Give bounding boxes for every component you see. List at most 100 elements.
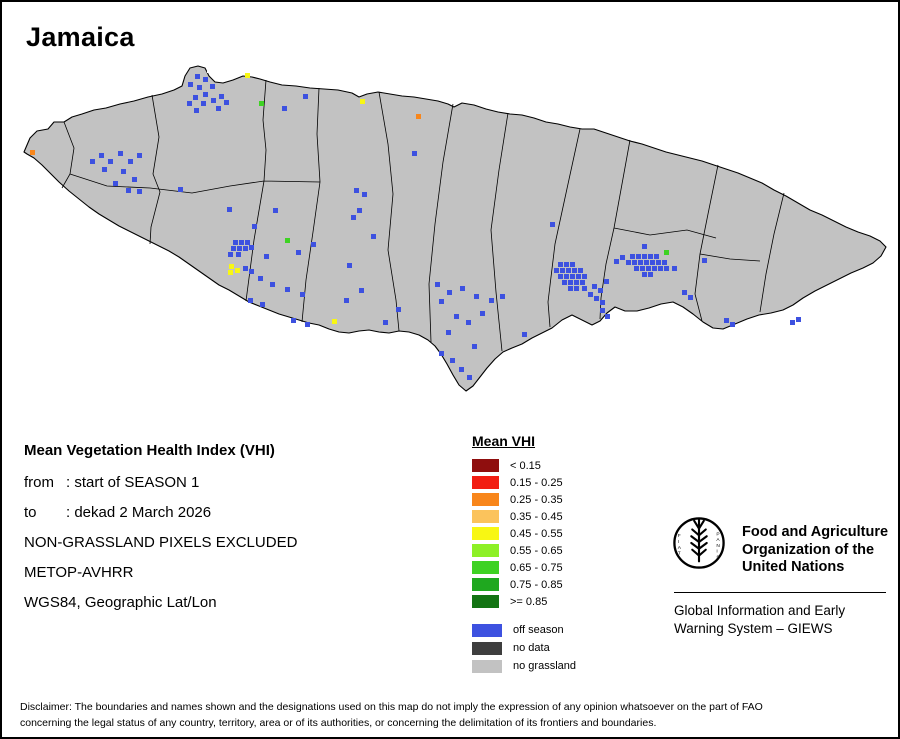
vhi-pixel bbox=[201, 101, 206, 106]
vhi-pixel bbox=[594, 296, 599, 301]
vhi-pixel bbox=[248, 298, 253, 303]
vhi-pixel bbox=[796, 317, 801, 322]
to-label: to bbox=[24, 504, 37, 521]
vhi-pixel bbox=[648, 272, 653, 277]
vhi-pixel bbox=[582, 274, 587, 279]
vhi-pixel bbox=[564, 274, 569, 279]
vhi-pixel bbox=[568, 286, 573, 291]
vhi-pixel bbox=[522, 332, 527, 337]
legend-swatch bbox=[472, 623, 502, 637]
vhi-pixel bbox=[260, 302, 265, 307]
vhi-pixel bbox=[500, 294, 505, 299]
vhi-pixel bbox=[446, 330, 451, 335]
vhi-pixel bbox=[570, 274, 575, 279]
legend-label: >= 0.85 bbox=[510, 595, 548, 608]
vhi-pixel bbox=[273, 208, 278, 213]
vhi-pixel bbox=[219, 94, 224, 99]
vhi-pixel bbox=[460, 286, 465, 291]
vhi-pixel bbox=[99, 153, 104, 158]
vhi-pixel bbox=[570, 262, 575, 267]
vhi-pixel bbox=[291, 318, 296, 323]
vhi-pixel bbox=[640, 266, 645, 271]
vhi-pixel bbox=[203, 77, 208, 82]
vhi-pixel bbox=[137, 153, 142, 158]
vhi-pixel bbox=[258, 276, 263, 281]
vhi-pixel bbox=[558, 274, 563, 279]
vhi-pixel bbox=[235, 268, 240, 273]
vhi-pixel bbox=[435, 282, 440, 287]
vhi-pixel bbox=[439, 351, 444, 356]
vhi-pixel bbox=[237, 246, 242, 251]
vhi-pixel bbox=[249, 245, 254, 250]
vhi-pixel bbox=[564, 262, 569, 267]
parish-boundaries bbox=[61, 79, 785, 352]
vhi-pixel bbox=[592, 284, 597, 289]
vhi-pixel bbox=[243, 246, 248, 251]
legend-row-off-season: off season bbox=[472, 621, 576, 639]
vhi-pixel bbox=[562, 280, 567, 285]
legend-label: no data bbox=[513, 642, 550, 654]
vhi-pixel bbox=[412, 151, 417, 156]
jamaica-landmass bbox=[23, 65, 887, 392]
vhi-pixel bbox=[466, 320, 471, 325]
svg-text:I: I bbox=[716, 549, 717, 555]
vhi-pixel bbox=[576, 274, 581, 279]
vhi-pixel bbox=[588, 292, 593, 297]
vhi-pixel bbox=[137, 189, 142, 194]
vhi-pixel bbox=[730, 322, 735, 327]
vhi-pixel bbox=[472, 344, 477, 349]
vhi-pixel bbox=[224, 100, 229, 105]
vhi-pixel bbox=[359, 288, 364, 293]
legend-swatch bbox=[472, 641, 502, 655]
vhi-pixel bbox=[650, 260, 655, 265]
vhi-pixel bbox=[300, 292, 305, 297]
vhi-pixel bbox=[282, 106, 287, 111]
vhi-pixel bbox=[578, 268, 583, 273]
legend-swatch bbox=[472, 595, 499, 608]
legend-row: 0.35 - 0.45 bbox=[472, 508, 576, 525]
vhi-pixel bbox=[652, 266, 657, 271]
vhi-pixel bbox=[228, 270, 233, 275]
legend-label: 0.15 - 0.25 bbox=[510, 476, 563, 489]
vhi-pixel bbox=[296, 250, 301, 255]
legend-row: 0.45 - 0.55 bbox=[472, 525, 576, 542]
legend-swatch bbox=[472, 527, 499, 540]
vhi-pixel bbox=[243, 266, 248, 271]
vhi-pixel bbox=[102, 167, 107, 172]
vhi-pixel bbox=[454, 314, 459, 319]
vhi-pixel bbox=[672, 266, 677, 271]
fao-org-name: Food and Agriculture Organization of the… bbox=[742, 524, 889, 576]
vhi-pixel bbox=[642, 254, 647, 259]
legend-label: 0.35 - 0.45 bbox=[510, 510, 563, 523]
from-label: from bbox=[24, 474, 54, 491]
vhi-pixel bbox=[580, 280, 585, 285]
vhi-pixel bbox=[249, 269, 254, 274]
vhi-pixel bbox=[311, 242, 316, 247]
legend-swatch bbox=[472, 659, 502, 673]
vhi-pixel bbox=[439, 299, 444, 304]
legend-row: 0.25 - 0.35 bbox=[472, 491, 576, 508]
vhi-pixel bbox=[371, 234, 376, 239]
legend-row-no-grassland: no grassland bbox=[472, 657, 576, 675]
vhi-legend: Mean VHI < 0.15 0.15 - 0.25 0.25 - 0.35 … bbox=[472, 433, 576, 675]
vhi-pixel bbox=[211, 98, 216, 103]
vhi-pixel bbox=[688, 295, 693, 300]
vhi-pixel bbox=[178, 187, 183, 192]
vhi-pixel bbox=[227, 207, 232, 212]
vhi-pixel bbox=[351, 215, 356, 220]
vhi-pixel bbox=[642, 272, 647, 277]
svg-text:S: S bbox=[716, 554, 719, 560]
from-value: : start of SEASON 1 bbox=[66, 474, 200, 491]
panis-text: P bbox=[716, 531, 719, 537]
giews-label: Global Information and Early Warning Sys… bbox=[674, 603, 846, 636]
vhi-pixel bbox=[264, 254, 269, 259]
legend-label: 0.75 - 0.85 bbox=[510, 578, 563, 591]
footer-divider bbox=[674, 592, 886, 593]
vhi-pixel bbox=[664, 250, 669, 255]
vhi-pixel bbox=[600, 308, 605, 313]
vhi-pixel bbox=[658, 266, 663, 271]
vhi-pixel bbox=[231, 246, 236, 251]
period-to: to: dekad 2 March 2026 bbox=[24, 504, 211, 521]
legend-label: 0.45 - 0.55 bbox=[510, 527, 563, 540]
vhi-pixel bbox=[662, 260, 667, 265]
